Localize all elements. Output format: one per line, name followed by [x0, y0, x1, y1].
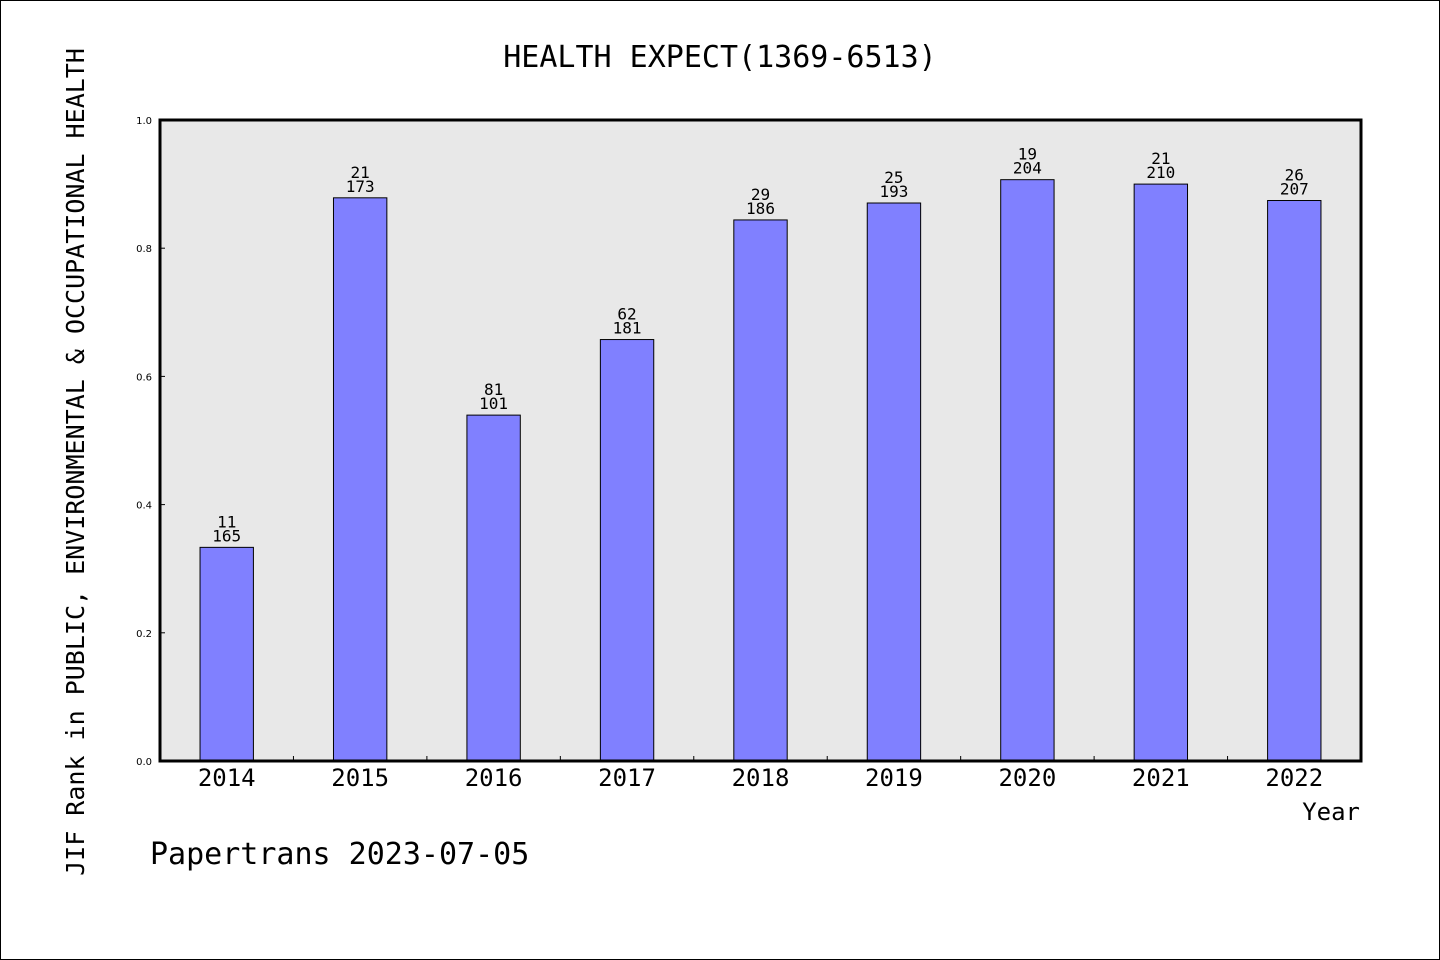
y-axis-label: JIF Rank in PUBLIC, ENVIRONMENTAL & OCCU…: [61, 48, 90, 876]
x-tick-label: 2020: [998, 764, 1056, 792]
bar-total-label: 207: [1280, 180, 1309, 199]
bar-rank-label: 21: [1151, 149, 1170, 168]
y-tick-label: 0.0: [136, 757, 152, 768]
x-tick-label: 2016: [465, 764, 523, 792]
x-tick-label: 2018: [732, 764, 790, 792]
x-tick-label: 2019: [865, 764, 923, 792]
bar-rank-label: 21: [351, 163, 370, 182]
x-tick-label: 2017: [598, 764, 656, 792]
y-tick-label: 1.0: [136, 116, 152, 127]
bar-total-label: 193: [879, 182, 908, 201]
bar-total-label: 204: [1013, 159, 1042, 178]
bar: [733, 219, 788, 762]
bar-rank-label: 11: [217, 512, 236, 531]
x-tick-label: 2014: [198, 764, 256, 792]
bar-total-label: 165: [212, 526, 241, 545]
plot-border: [158, 118, 1363, 763]
bar: [1000, 179, 1055, 762]
bar-rank-label: 29: [751, 185, 770, 204]
bar-total-label: 181: [613, 319, 642, 338]
bar-rank-label: 26: [1285, 166, 1304, 185]
y-tick-label: 0.8: [136, 244, 152, 255]
bars: 1116521173811016218129186251931920421210…: [199, 145, 1322, 762]
x-axis-label: Year: [1302, 798, 1360, 826]
bar-rank-label: 25: [884, 168, 903, 187]
bar: [466, 414, 521, 762]
y-tick-label: 0.4: [136, 501, 152, 512]
bar: [199, 546, 254, 762]
x-axis: 2014 2015 2016 2017 2018 2019 2020 2021 2022: [198, 756, 1323, 792]
bar-total-label: 173: [346, 177, 375, 196]
bar: [866, 202, 922, 762]
bar: [332, 197, 388, 762]
chart-title: HEALTH EXPECT(1369-6513): [503, 40, 936, 75]
bar: [1133, 183, 1189, 762]
x-tick-label: 2021: [1132, 764, 1190, 792]
y-tick-label: 0.6: [136, 372, 152, 383]
x-tick-label: 2015: [331, 764, 389, 792]
bar-rank-label: 62: [617, 305, 636, 324]
bar-rank-label: 19: [1018, 145, 1037, 164]
bar: [599, 339, 655, 762]
bar-total-label: 101: [479, 394, 508, 413]
bar-rank-label: 81: [484, 380, 503, 399]
footer-credit: Papertrans 2023-07-05: [150, 837, 529, 872]
y-tick-label: 0.2: [136, 629, 152, 640]
bar: [1267, 200, 1322, 762]
bar-total-label: 210: [1146, 163, 1175, 182]
bar-total-label: 186: [746, 199, 775, 218]
x-tick-label: 2022: [1265, 764, 1323, 792]
